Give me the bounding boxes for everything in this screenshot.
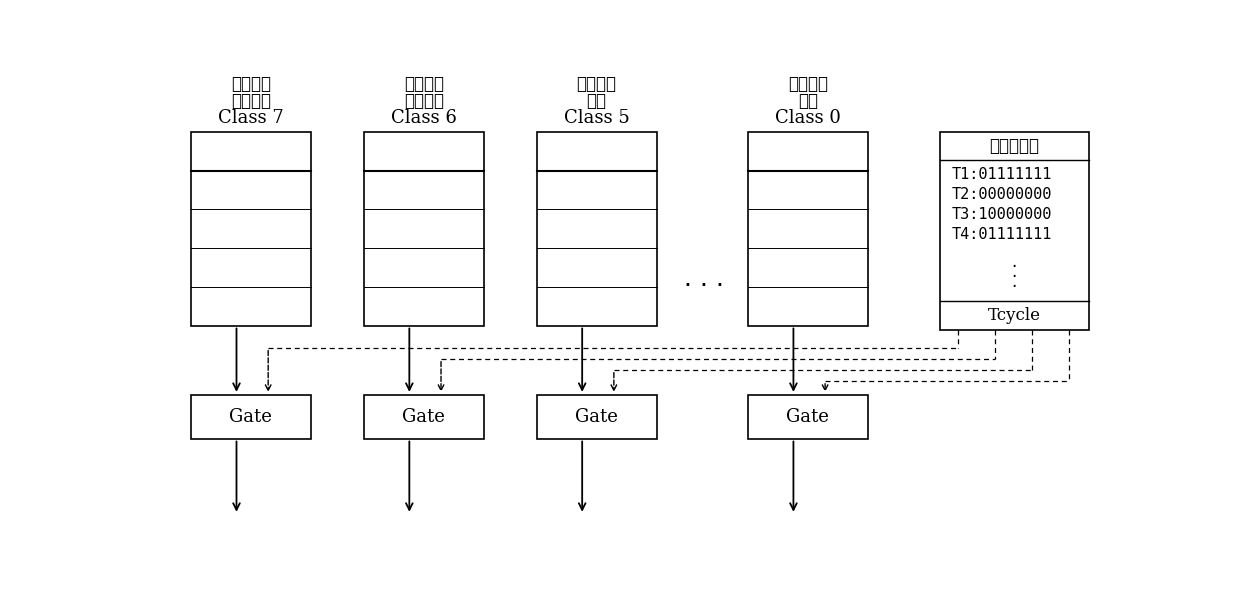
Bar	[191, 132, 311, 326]
Text: T2:00000000: T2:00000000	[952, 187, 1052, 202]
Bar	[191, 395, 311, 438]
Text: · · ·: · · ·	[684, 274, 724, 298]
Text: Class 0: Class 0	[774, 109, 841, 127]
Bar	[940, 132, 1089, 329]
Text: Class 5: Class 5	[564, 109, 629, 127]
Text: 时间敏感: 时间敏感	[404, 75, 444, 93]
Text: 队列: 队列	[586, 92, 607, 110]
Bar	[364, 395, 483, 438]
Text: 门控制列表: 门控制列表	[989, 137, 1040, 155]
Text: Gate: Gate	[229, 408, 273, 426]
Text: T4:01111111: T4:01111111	[952, 227, 1052, 242]
Text: ·: ·	[1012, 258, 1017, 276]
Text: 普通业务: 普通业务	[576, 75, 617, 93]
Bar	[748, 132, 867, 326]
Text: Gate: Gate	[403, 408, 445, 426]
Text: ·: ·	[1012, 279, 1017, 297]
Bar	[536, 132, 657, 326]
Text: Tcycle: Tcycle	[987, 307, 1041, 324]
Text: Gate: Gate	[575, 408, 618, 426]
Text: 业务队列: 业务队列	[404, 92, 444, 110]
Text: 普通业务: 普通业务	[788, 75, 828, 93]
Text: Class 6: Class 6	[390, 109, 457, 127]
Text: ·: ·	[1012, 268, 1017, 286]
Text: 队列: 队列	[798, 92, 818, 110]
Bar	[748, 395, 867, 438]
Text: Gate: Gate	[787, 408, 829, 426]
Bar	[536, 395, 657, 438]
Text: T3:10000000: T3:10000000	[952, 207, 1052, 222]
Text: 时间敏感: 时间敏感	[230, 75, 271, 93]
Text: 业务队列: 业务队列	[230, 92, 271, 110]
Text: Class 7: Class 7	[218, 109, 284, 127]
Text: T1:01111111: T1:01111111	[952, 167, 1052, 182]
Bar	[364, 132, 483, 326]
